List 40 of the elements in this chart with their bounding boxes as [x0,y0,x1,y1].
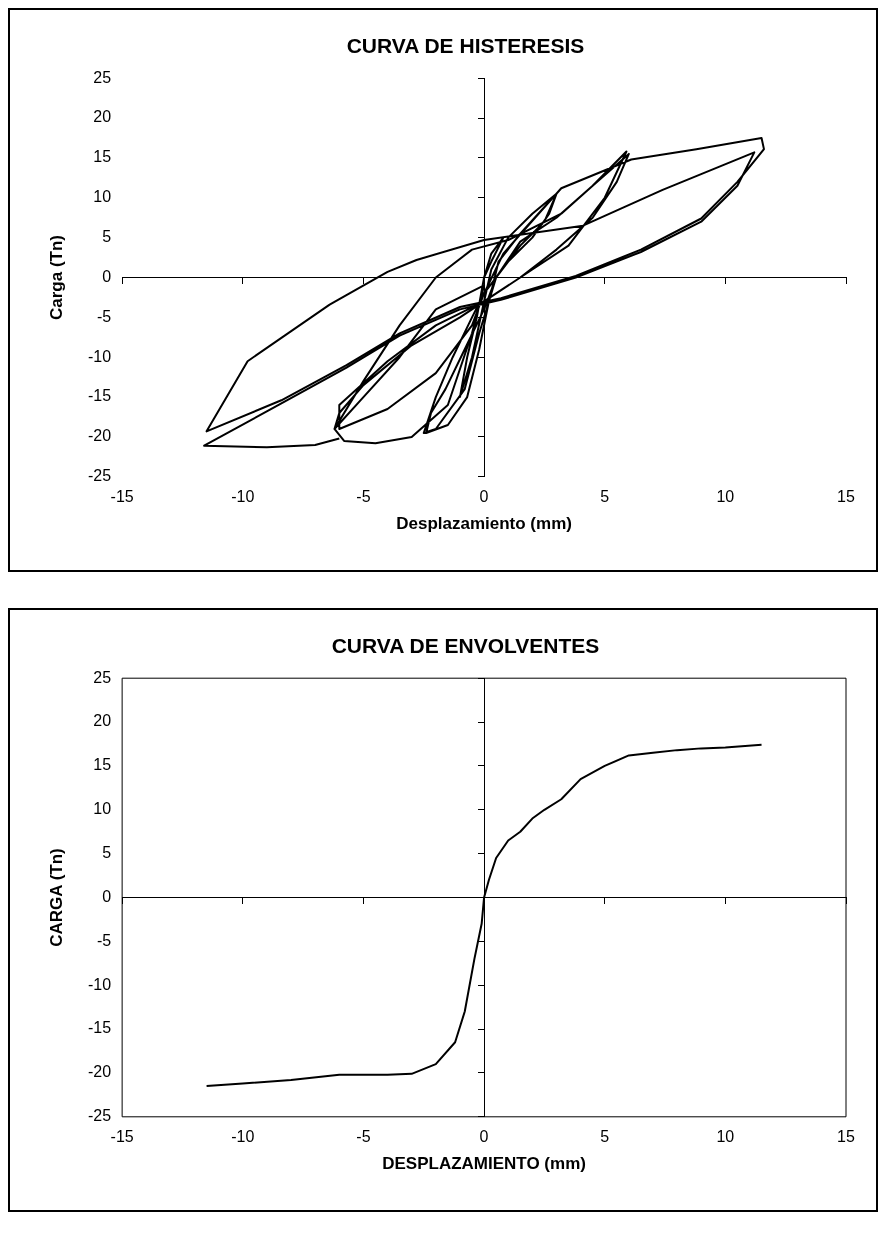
y-tick-label: 10 [93,188,112,206]
x-tick-label: -10 [231,487,255,505]
x-tick-label: 10 [716,487,735,505]
x-axis-title: Desplazamiento (mm) [396,514,572,534]
chart-title: CURVA DE HISTERESIS [346,34,585,58]
y-tick-label: 0 [102,267,112,285]
y-axis-title: CARGA (Tn) [46,848,66,947]
chart-title: CURVA DE ENVOLVENTES [331,634,600,658]
x-tick-label: 0 [479,1127,489,1145]
x-axis-title: DESPLAZAMIENTO (mm) [382,1154,586,1174]
y-tick-label: 10 [93,800,112,818]
x-tick-label: -5 [356,487,371,505]
y-tick-label: 15 [93,148,112,166]
y-tick-label: 5 [102,228,112,246]
x-tick-label: -5 [356,1127,371,1145]
y-tick-label: 15 [93,756,112,774]
y-tick-label: -5 [96,931,112,949]
x-tick-label: -10 [231,1127,255,1145]
y-tick-label: 0 [102,887,112,905]
y-axis-title: Carga (Tn) [46,235,66,320]
x-tick-label: 5 [600,487,610,505]
y-tick-label: -20 [88,1063,112,1081]
y-tick-label: -15 [88,387,112,405]
y-tick-label: -25 [88,1107,112,1125]
y-tick-label: -15 [88,1019,112,1037]
y-tick-label: -25 [88,467,112,485]
y-tick-label: -5 [96,307,112,325]
y-tick-label: 20 [93,712,112,730]
y-tick-label: -10 [88,975,112,993]
x-tick-label: 15 [837,487,855,505]
y-tick-label: 20 [93,108,112,126]
x-tick-label: 15 [837,1127,855,1145]
y-tick-label: -20 [88,427,112,445]
y-tick-label: -10 [88,347,112,365]
x-tick-label: 5 [600,1127,610,1145]
y-tick-label: 5 [102,844,112,862]
x-tick-label: 10 [716,1127,735,1145]
y-tick-label: 25 [93,668,112,686]
y-tick-label: 25 [93,68,112,86]
x-tick-label: 0 [479,487,489,505]
